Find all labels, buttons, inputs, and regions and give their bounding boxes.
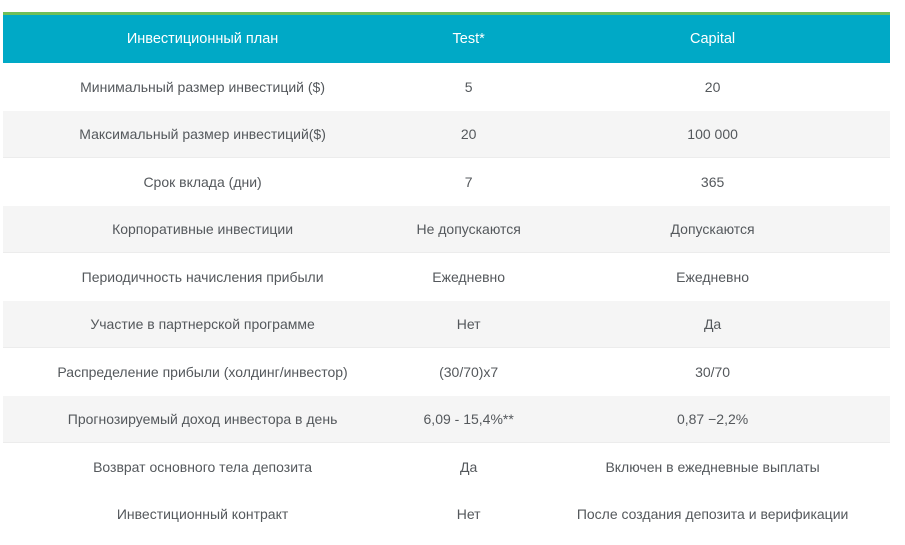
table-row: Распределение прибыли (холдинг/инвестор)… [3,348,890,396]
table-row: Возврат основного тела депозита Да Включен… [3,443,890,491]
header-test-plan: Test* [452,31,485,47]
table-row: Срок вклада (дни) 7 365 [3,158,890,206]
plan-cell: Участие в партнерской программе [90,315,315,332]
header-capital-plan: Capital [690,31,736,47]
plan-cell: Возврат основного тела депозита [93,458,313,475]
capital-cell: 30/70 [695,363,731,380]
capital-cell: После создания депозита и верификации [576,506,849,523]
test-cell: Нет [456,315,481,332]
table-row: Участие в партнерской программе Нет Да [3,300,890,348]
plan-cell: Максимальный размер инвестиций($) [79,125,326,142]
test-cell: Нет [456,506,481,523]
plan-cell: Распределение прибыли (холдинг/инвестор) [57,363,348,380]
table-row: Минимальный размер инвестиций ($) 5 20 [3,63,890,111]
capital-cell: Да [703,315,722,332]
plan-cell: Периодичность начисления прибыли [81,268,324,285]
table-body: Минимальный размер инвестиций ($) 5 20 Макс… [3,63,890,538]
test-cell: 5 [464,78,473,95]
capital-cell: 20 [704,78,721,95]
plan-cell: Срок вклада (дни) [143,173,262,190]
header-investment-plan: Инвестиционный план [126,31,279,47]
test-cell: (30/70)x7 [439,363,499,380]
capital-cell: 0,87 −2,2% [676,410,749,427]
capital-cell: Включен в ежедневные выплаты [605,458,820,475]
test-cell: 7 [464,173,473,190]
plan-cell: Корпоративные инвестиции [112,220,294,237]
investment-plans-comparison-table: Инвестиционный план Test* Capital Минима… [3,12,890,538]
table-row: Корпоративные инвестиции Не допускаются До… [3,205,890,253]
capital-cell: Допускаются [670,220,755,237]
table-row: Периодичность начисления прибыли Ежедневн… [3,253,890,301]
plan-cell: Минимальный размер инвестиций ($) [80,78,325,95]
table-row: Прогнозируемый доход инвестора в день 6,0… [3,395,890,443]
test-cell: Ежедневно [432,268,506,285]
test-cell: Да [460,458,478,475]
test-cell: 20 [460,125,477,142]
capital-cell: 365 [700,173,725,190]
test-cell: 6,09 - 15,4%** [423,410,514,427]
capital-cell: 100 000 [687,125,738,142]
table-row: Инвестиционный контракт Нет После создания… [3,490,890,538]
table-header-row: Инвестиционный план Test* Capital [3,12,890,63]
table-row: Максимальный размер инвестиций($) 20 100 0… [3,110,890,158]
plan-cell: Инвестиционный контракт [116,506,289,523]
plan-cell: Прогнозируемый доход инвестора в день [67,410,338,427]
capital-cell: Ежедневно [676,268,749,285]
test-cell: Не допускаются [416,220,521,237]
